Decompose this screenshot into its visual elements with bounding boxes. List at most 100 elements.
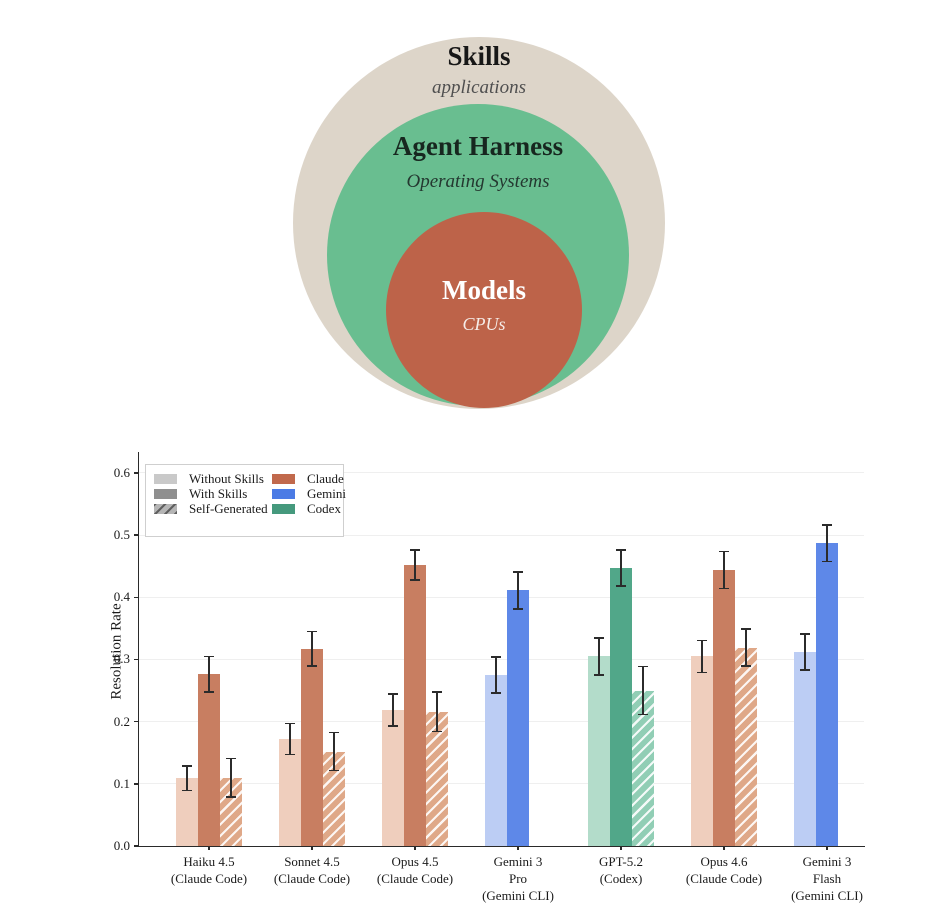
error-bar-opus-4.5-with-skills: [414, 549, 416, 581]
x-tick-label-opus-4.6: Opus 4.6 (Claude Code): [685, 854, 763, 886]
legend-label-gemini: Gemini: [307, 485, 346, 501]
y-tick-0.4: [134, 596, 138, 598]
y-axis-line: [138, 452, 140, 846]
error-cap-bottom-gpt-5.2-with-skills: [616, 585, 626, 587]
legend-label-without-skills: Without Skills: [189, 470, 264, 486]
error-bar-gpt-5.2-with-skills: [620, 549, 622, 587]
error-cap-top-haiku-4.5-self-generated: [226, 757, 236, 760]
bar-opus-4.6-without-skills: [691, 656, 713, 846]
bar-gemini-3-without-skills: [485, 675, 507, 846]
error-cap-bottom-gemini-3-with-skills: [822, 560, 832, 563]
error-cap-bottom-opus-4.5-self-generated: [432, 730, 442, 733]
error-cap-bottom-gemini-3-with-skills: [513, 608, 523, 610]
bar-gpt-5.2-without-skills: [588, 656, 610, 846]
venn-title-agent-harness: Agent Harness: [392, 131, 564, 161]
error-cap-top-opus-4.5-without-skills: [388, 693, 398, 695]
venn-title-skills: Skills: [447, 41, 511, 71]
legend-item-without-skills: Without Skills: [154, 471, 268, 486]
codex-swatch-icon: [272, 503, 295, 514]
bar-gemini-3-with-skills: [507, 590, 529, 846]
legend-label-codex: Codex: [307, 500, 341, 516]
error-cap-bottom-haiku-4.5-self-generated: [226, 795, 236, 798]
legend-family-column: Claude Gemini Codex: [272, 471, 346, 516]
y-tick-label-0.1: 0.1: [113, 775, 130, 791]
bar-opus-4.5-with-skills: [404, 564, 426, 846]
error-cap-top-haiku-4.5-without-skills: [182, 765, 192, 767]
error-cap-top-gemini-3-without-skills: [491, 656, 501, 658]
x-axis-line: [138, 845, 865, 847]
error-cap-top-gemini-3-with-skills: [822, 523, 832, 526]
error-bar-haiku-4.5-with-skills: [208, 655, 210, 694]
legend-label-with-skills: With Skills: [189, 485, 248, 501]
error-cap-top-gemini-3-without-skills: [800, 633, 810, 635]
venn-subtitle-skills: applications: [432, 77, 526, 98]
error-cap-bottom-gpt-5.2-without-skills: [594, 674, 604, 676]
error-cap-bottom-opus-4.5-with-skills: [410, 578, 420, 581]
bar-haiku-4.5-self-generated: [220, 777, 242, 846]
x-tick-label-opus-4.5: Opus 4.5 (Claude Code): [376, 854, 454, 886]
error-bar-haiku-4.5-self-generated: [230, 757, 232, 798]
error-cap-bottom-sonnet-4.5-with-skills: [307, 665, 317, 667]
error-cap-top-opus-4.5-self-generated: [432, 691, 442, 693]
x-tick-label-sonnet-4.5: Sonnet 4.5 (Claude Code): [273, 854, 351, 886]
y-tick-0.2: [134, 720, 138, 723]
error-cap-top-opus-4.6-without-skills: [697, 639, 707, 642]
venn-title-models: Models: [442, 275, 526, 305]
y-tick-label-0.6: 0.6: [113, 464, 130, 480]
bar-gpt-5.2-self-generated: [632, 690, 654, 846]
x-tick-label-haiku-4.5: Haiku 4.5 (Claude Code): [170, 854, 248, 886]
error-cap-top-opus-4.6-with-skills: [719, 550, 729, 553]
error-cap-bottom-gemini-3-without-skills: [491, 692, 501, 694]
gemini-swatch-icon: [272, 488, 295, 499]
x-tick-label-gemini-3: Gemini 3 Pro (Gemini CLI): [482, 854, 554, 903]
x-tick-gemini-3: [826, 846, 828, 850]
error-cap-top-haiku-4.5-with-skills: [204, 655, 214, 658]
error-cap-top-gpt-5.2-without-skills: [594, 637, 604, 639]
bar-sonnet-4.5-without-skills: [279, 739, 301, 846]
venn-subtitle-agent-harness: Operating Systems: [406, 171, 550, 192]
bar-sonnet-4.5-self-generated: [323, 751, 345, 846]
error-cap-bottom-opus-4.6-with-skills: [719, 587, 729, 590]
legend-label-self-generated: Self-Generated: [189, 500, 268, 516]
error-cap-bottom-gemini-3-without-skills: [800, 669, 810, 671]
y-tick-0.0: [134, 845, 138, 847]
x-tick-sonnet-4.5: [311, 846, 313, 850]
bar-haiku-4.5-with-skills: [198, 674, 220, 846]
error-bar-opus-4.5-without-skills: [392, 693, 394, 727]
legend-item-claude: Claude: [272, 471, 346, 486]
error-cap-top-opus-4.5-with-skills: [410, 549, 420, 552]
x-tick-opus-4.5: [414, 846, 416, 850]
error-bar-sonnet-4.5-self-generated: [333, 731, 335, 772]
y-tick-0.1: [134, 783, 138, 785]
legend-item-self-generated: Self-Generated: [154, 501, 268, 516]
bar-gemini-3-with-skills: [816, 543, 838, 846]
error-cap-bottom-gpt-5.2-self-generated: [638, 713, 648, 716]
error-bar-opus-4.6-with-skills: [723, 550, 725, 590]
legend-label-claude: Claude: [307, 470, 344, 486]
gridline-0.6: [139, 472, 864, 474]
y-tick-label-0.4: 0.4: [113, 589, 130, 605]
legend-item-codex: Codex: [272, 501, 346, 516]
x-tick-gemini-3: [517, 846, 519, 850]
chart-legend: Without Skills With Skills Self-Generate…: [145, 464, 346, 537]
error-cap-top-gpt-5.2-self-generated: [638, 665, 648, 668]
error-bar-gemini-3-with-skills: [826, 523, 828, 563]
error-bar-gemini-3-without-skills: [495, 656, 497, 694]
error-cap-top-opus-4.6-self-generated: [741, 628, 751, 630]
legend-item-gemini: Gemini: [272, 486, 346, 501]
error-bar-sonnet-4.5-with-skills: [311, 630, 313, 667]
bar-opus-4.6-self-generated: [735, 647, 757, 846]
bar-opus-4.5-self-generated: [426, 711, 448, 846]
venn-circle-models: [386, 212, 582, 408]
self-generated-swatch-icon: [154, 503, 177, 514]
with-skills-swatch-icon: [154, 488, 177, 499]
x-tick-gpt-5.2: [620, 846, 622, 850]
error-bar-haiku-4.5-without-skills: [186, 765, 188, 792]
error-cap-top-gpt-5.2-with-skills: [616, 549, 626, 552]
error-cap-bottom-haiku-4.5-with-skills: [204, 691, 214, 694]
gridline-0.5: [139, 534, 864, 536]
venn-subtitle-models: CPUs: [462, 314, 506, 334]
error-cap-top-sonnet-4.5-with-skills: [307, 630, 317, 633]
y-tick-0.3: [134, 658, 138, 661]
